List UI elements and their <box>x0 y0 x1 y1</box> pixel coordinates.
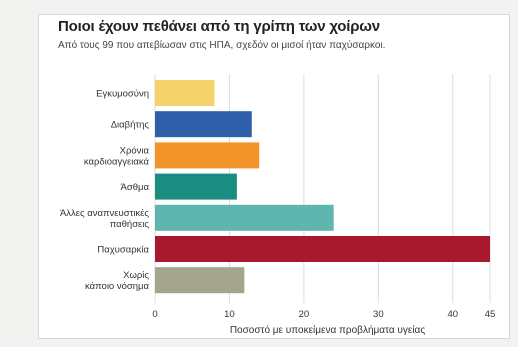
category-label: κάποιο νόσημα <box>85 281 150 292</box>
bar <box>155 236 490 262</box>
bars <box>155 80 490 294</box>
category-label: καρδιοαγγειακά <box>84 156 150 167</box>
x-tick-label: 20 <box>299 309 310 320</box>
chart-title: Ποιοι έχουν πεθάνει από τη γρίπη των χοί… <box>58 18 380 35</box>
category-label: Χωρίς <box>123 270 149 281</box>
category-label: Εγκυμοσύνη <box>96 89 149 100</box>
x-tick-labels: 0 10 20 30 40 45 <box>152 309 495 320</box>
category-label: Διαβήτης <box>111 120 150 131</box>
x-tick-label: 30 <box>373 309 384 320</box>
bar <box>155 111 252 138</box>
x-axis-title: Ποσοστό με υποκείμενα προβλήματα υγείας <box>230 324 426 336</box>
chart-subtitle: Από τους 99 που απεβίωσαν στις ΗΠΑ, σχεδ… <box>58 40 386 51</box>
bar <box>155 204 334 231</box>
chart-frame <box>38 14 510 339</box>
bar <box>155 267 245 294</box>
bar <box>155 142 260 169</box>
category-label: Χρόνια <box>120 145 150 156</box>
category-label: Άλλες αναπνευστικές <box>60 208 149 219</box>
bar <box>155 80 215 106</box>
category-label: Άσθμα <box>121 182 150 193</box>
x-tick-label: 45 <box>485 309 496 320</box>
x-tick-label: 40 <box>447 309 458 320</box>
x-tick-label: 10 <box>224 309 235 320</box>
bar <box>155 173 237 200</box>
x-tick-label: 0 <box>152 309 157 320</box>
category-label: Παχυσαρκία <box>97 245 149 256</box>
category-label: παθήσεις <box>110 219 150 230</box>
